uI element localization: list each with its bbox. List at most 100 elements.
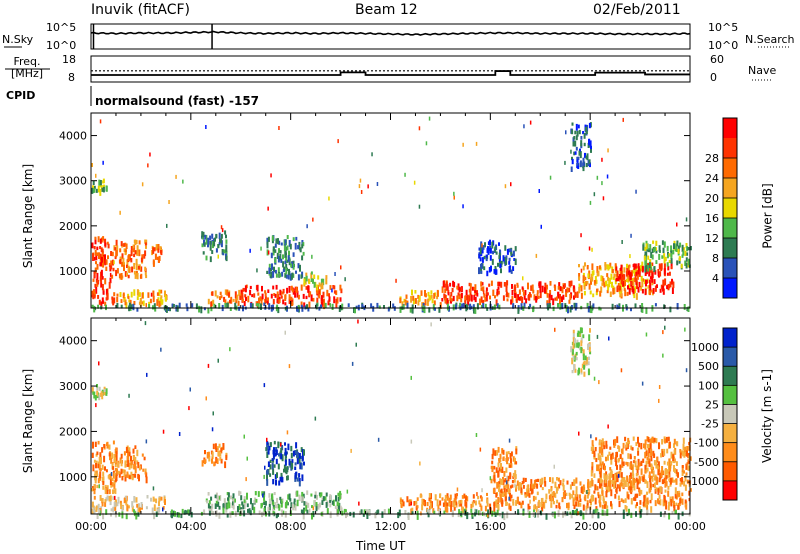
power-cell <box>268 263 271 268</box>
velocity-cell <box>495 492 498 498</box>
power-cell <box>679 256 681 261</box>
power-cell <box>636 275 639 280</box>
velocity-cell <box>509 493 511 497</box>
velocity-cell <box>218 512 221 519</box>
power-cell <box>164 290 166 298</box>
velocity-cell <box>220 458 223 464</box>
velocity-cell <box>115 475 118 482</box>
velocity-cell <box>109 454 111 461</box>
power-cell <box>102 263 105 268</box>
velocity-cell <box>123 497 126 504</box>
power-cell <box>282 299 285 305</box>
velocity-speckle <box>98 361 100 366</box>
power-cell <box>486 292 489 296</box>
power-cell <box>634 263 637 269</box>
velocity-cell <box>643 443 645 449</box>
velocity-cell <box>269 473 272 477</box>
velocity-cell <box>615 488 618 493</box>
power-cell <box>271 235 274 241</box>
power-cell <box>549 281 552 286</box>
velocity-cell <box>579 494 581 499</box>
power-cell <box>94 236 97 240</box>
velocity-cell <box>517 485 520 491</box>
velocity-cell <box>610 501 612 507</box>
velocity-cell <box>573 510 576 516</box>
power-cell <box>207 298 210 305</box>
velocity-cell <box>296 499 299 507</box>
velocity-cell <box>658 486 661 492</box>
power-speckle <box>596 175 599 180</box>
velocity-cell <box>567 502 570 509</box>
power-cell <box>559 304 562 310</box>
power-cell <box>484 242 486 248</box>
velocity-cell <box>453 498 456 503</box>
power-cell <box>282 261 285 268</box>
power-cell <box>276 298 279 304</box>
power-cell <box>96 263 99 270</box>
power-cell <box>220 238 223 244</box>
velocity-cell <box>635 442 638 446</box>
velocity-cell <box>594 508 597 514</box>
velocity-cell <box>629 485 632 491</box>
velocity-cell <box>114 488 117 494</box>
power-cell <box>202 251 205 255</box>
power-cell <box>138 301 141 305</box>
power-cell <box>559 286 562 292</box>
velocity-cell <box>275 449 278 455</box>
velocity-cell <box>341 510 344 516</box>
velocity-cell <box>615 460 618 467</box>
velocity-cell <box>579 502 582 507</box>
velocity-cell <box>266 479 269 486</box>
velocity-cell <box>209 505 212 509</box>
velocity-cell <box>458 500 461 504</box>
velocity-cell <box>675 502 678 506</box>
power-cell <box>589 140 592 148</box>
velocity-cell <box>578 511 581 515</box>
velocity-cell <box>222 503 225 510</box>
velocity-cell <box>593 490 596 494</box>
power-cell <box>148 304 151 309</box>
velocity-speckle <box>455 501 458 506</box>
beam-title: Beam 12 <box>355 2 418 18</box>
velocity-cell <box>597 491 600 496</box>
power-cell <box>482 299 485 304</box>
power-cell <box>485 290 488 297</box>
velocity-cell <box>223 498 226 504</box>
power-speckle <box>119 210 121 215</box>
power-cell <box>641 303 644 309</box>
power-cell <box>624 289 627 297</box>
velocity-cell <box>652 483 655 488</box>
power-cell <box>436 296 439 300</box>
velocity-cell <box>443 510 446 515</box>
velocity-cell <box>422 502 425 506</box>
power-cell <box>539 291 542 299</box>
power-cell <box>666 285 669 290</box>
velocity-cell <box>650 493 653 501</box>
velocity-cell <box>125 446 128 454</box>
power-cell <box>458 286 461 293</box>
velocity-cell <box>271 496 274 502</box>
velocity-cell <box>674 493 677 499</box>
velocity-speckle <box>246 456 248 461</box>
velocity-cell <box>285 500 288 505</box>
velocity-cell <box>215 448 218 452</box>
velocity-cell <box>591 462 594 468</box>
power-cell <box>548 303 551 308</box>
velocity-cell <box>453 506 456 511</box>
power-cell <box>241 298 244 303</box>
power-cell <box>446 298 449 305</box>
velocity-cell <box>552 501 555 505</box>
power-cell <box>136 307 139 312</box>
power-speckle <box>413 180 416 185</box>
power-cell <box>570 305 573 310</box>
velocity-cell <box>98 457 101 464</box>
power-cell <box>592 303 595 308</box>
velocity-cell <box>114 467 117 472</box>
velocity-cell <box>299 462 302 470</box>
velocity-cell <box>340 495 342 499</box>
velocity-cell <box>674 468 677 474</box>
velocity-cell <box>643 495 646 503</box>
power-cell <box>510 269 513 274</box>
velocity-cell <box>654 500 657 507</box>
velocity-cell <box>677 504 680 510</box>
